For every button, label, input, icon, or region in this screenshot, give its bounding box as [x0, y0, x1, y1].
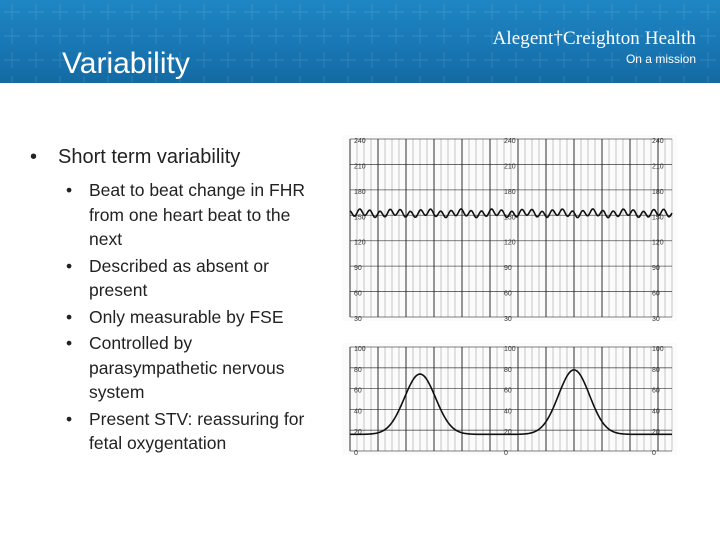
- uc-scale-label: 0: [504, 450, 508, 455]
- fhr-scale-label: 210: [354, 163, 366, 170]
- fhr-scale-label: 150: [504, 214, 516, 221]
- fhr-scale-label: 90: [504, 265, 512, 272]
- strip-paper: [342, 343, 677, 455]
- fhr-scale-label: 60: [504, 291, 512, 298]
- bullet-dot: •: [66, 408, 73, 429]
- uc-scale-label: 100: [354, 346, 366, 353]
- fhr-scale-label: 120: [354, 240, 366, 247]
- fhr-scale-label: 30: [354, 316, 362, 323]
- uc-scale-label: 80: [504, 367, 512, 374]
- fhr-scale-label: 180: [504, 189, 516, 196]
- uc-scale-label: 60: [652, 388, 660, 395]
- fhr-scale-label: 30: [504, 316, 512, 323]
- slide-title: Variability: [62, 47, 190, 80]
- fhr-scale-label: 180: [652, 189, 664, 196]
- uc-scale-label: 40: [652, 408, 660, 415]
- brand-name: Alegent†Creighton Health: [492, 28, 696, 49]
- uc-scale-label: 40: [504, 408, 512, 415]
- fhr-scale-label: 90: [354, 265, 362, 272]
- fhr-scale-label: 120: [652, 240, 664, 247]
- fhr-tracing-panel: 240 240 240 210 210 210 180 180 180 150 150 150 120 1…: [342, 135, 677, 323]
- bullet-dot: •: [66, 255, 73, 276]
- fhr-scale-label: 240: [652, 138, 664, 145]
- uc-scale-label: 80: [652, 367, 660, 374]
- fhr-scale-label: 150: [652, 214, 664, 221]
- sub-bullet-text: Controlled by parasympathetic nervous sy…: [89, 333, 285, 402]
- fetal-monitor-strip-image: 240 240 240 210 210 210 180 180 180 150 150 150 120 1…: [342, 135, 677, 455]
- slide-header: Variability Alegent†Creighton Health On …: [0, 0, 720, 83]
- main-bullet-text: Short term variability: [58, 146, 241, 168]
- uc-scale-label: 60: [504, 388, 512, 395]
- uc-scale-label: 20: [652, 429, 660, 436]
- uc-scale-label: 40: [354, 408, 362, 415]
- sub-bullet: • Only measurable by FSE: [66, 305, 330, 330]
- sub-bullet: • Beat to beat change in FHR from one hea…: [66, 178, 330, 252]
- sub-bullet-text: Described as absent or present: [89, 255, 269, 301]
- strip-paper: [342, 135, 677, 321]
- fhr-scale-label: 210: [652, 163, 664, 170]
- uc-scale-label: 20: [504, 429, 512, 436]
- fhr-scale-label: 30: [652, 316, 660, 323]
- sub-bullet-text: Present STV: reassuring for fetal oxygen…: [89, 408, 305, 454]
- sub-bullet-text: Beat to beat change in FHR from one hear…: [89, 180, 305, 249]
- fhr-scale-label: 150: [354, 214, 366, 221]
- fhr-scale-label: 210: [504, 163, 516, 170]
- sub-bullet: • Described as absent or present: [66, 254, 330, 303]
- fhr-scale-label: 240: [504, 138, 516, 145]
- fhr-scale-label: 120: [504, 240, 516, 247]
- uc-scale-label: 100: [504, 346, 516, 353]
- bullet-dot: •: [30, 146, 38, 168]
- uc-scale-label: 0: [354, 450, 358, 455]
- fhr-trace-line: [349, 207, 673, 219]
- fhr-scale-label: 180: [354, 189, 366, 196]
- brand-tagline: On a mission: [625, 52, 696, 66]
- uc-scale-label: 100: [652, 346, 664, 353]
- bullet-dot: •: [66, 333, 73, 353]
- sub-bullet: • Present STV: reassuring for fetal oxyge…: [66, 407, 330, 456]
- fhr-scale-label: 240: [354, 138, 366, 145]
- bullet-dot: •: [66, 306, 73, 327]
- uc-scale-label: 80: [354, 367, 362, 374]
- uc-scale-label: 60: [354, 388, 362, 395]
- main-bullet: • Short term variability: [30, 144, 330, 170]
- uc-scale-label: 0: [652, 450, 656, 455]
- brand-logo: Alegent†Creighton Health On a mission: [493, 28, 696, 67]
- uc-scale-label: 20: [354, 429, 362, 436]
- sub-bullet-text: Only measurable by FSE: [89, 306, 284, 327]
- uc-trace-line: [350, 369, 672, 436]
- fhr-scale-label: 60: [652, 291, 660, 298]
- sub-bullet-list: • Beat to beat change in FHR from one hea…: [66, 178, 330, 456]
- uc-tracing-panel: 100 100 100 80 80 80 60 60 60 40 40 40 20 20 20 0 0 0: [342, 343, 677, 455]
- bullet-content: • Short term variability • Beat to beat c…: [30, 144, 330, 458]
- bullet-dot: •: [66, 180, 73, 200]
- header-cross-pattern: [0, 0, 720, 83]
- fhr-scale-label: 60: [354, 291, 362, 298]
- fhr-scale-label: 90: [652, 265, 660, 272]
- sub-bullet: • Controlled by parasympathetic nervous s…: [66, 331, 330, 405]
